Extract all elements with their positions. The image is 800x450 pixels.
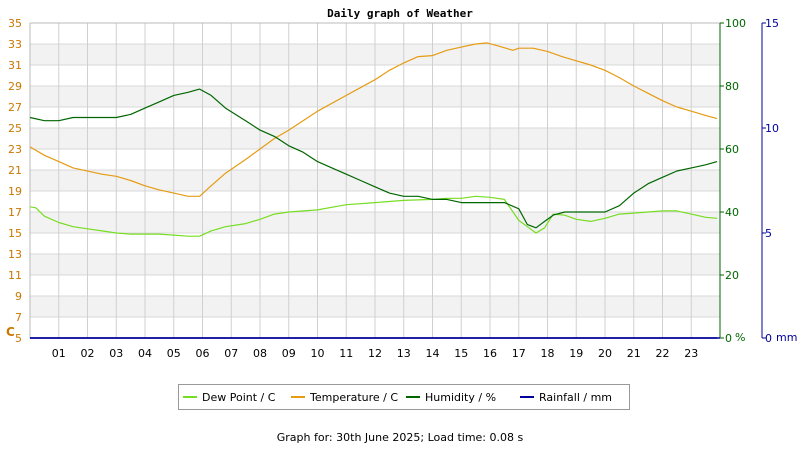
grid-lines bbox=[29, 22, 721, 339]
x-axis-tick-label: 10 bbox=[311, 347, 325, 360]
legend-label-dewpoint: Dew Point / C bbox=[202, 391, 276, 404]
series-dewpoint-line bbox=[29, 195, 718, 237]
x-axis-tick-label: 22 bbox=[656, 347, 670, 360]
mid-axis-tick-label: 60 bbox=[725, 143, 739, 156]
left-axis-tick-label: 27 bbox=[8, 101, 22, 114]
chart-title: Daily graph of Weather bbox=[327, 7, 473, 20]
left-axis-tick-label: 5 bbox=[15, 332, 22, 345]
left-axis-tick-label: 33 bbox=[8, 38, 22, 51]
x-axis-tick-label: 23 bbox=[684, 347, 698, 360]
left-axis-tick-label: 19 bbox=[8, 185, 22, 198]
legend-label-rainfall: Rainfall / mm bbox=[539, 391, 612, 404]
right-axis-tick-label: 15 bbox=[765, 17, 779, 30]
x-axis-tick-label: 20 bbox=[598, 347, 612, 360]
mid-axis-tick-label: 80 bbox=[725, 80, 739, 93]
x-axis-tick-label: 21 bbox=[627, 347, 641, 360]
x-axis-tick-label: 11 bbox=[339, 347, 353, 360]
footer-text: Graph for: 30th June 2025; Load time: 0.… bbox=[276, 431, 524, 444]
legend-label-temperature: Temperature / C bbox=[309, 391, 398, 404]
right-axis-unit: mm bbox=[776, 331, 797, 344]
x-axis-tick-label: 15 bbox=[454, 347, 468, 360]
x-axis-tick-label: 09 bbox=[282, 347, 296, 360]
x-axis-tick-label: 08 bbox=[253, 347, 267, 360]
legend-label-humidity: Humidity / % bbox=[425, 391, 496, 404]
left-axis-tick-label: 23 bbox=[8, 143, 22, 156]
mid-axis-unit: % bbox=[735, 331, 745, 344]
x-axis-tick-label: 17 bbox=[512, 347, 526, 360]
left-axis-tick-label: 9 bbox=[15, 290, 22, 303]
left-axis-tick-label: 15 bbox=[8, 227, 22, 240]
x-axis-tick-label: 13 bbox=[397, 347, 411, 360]
x-axis-tick-label: 14 bbox=[426, 347, 440, 360]
left-axis-tick-label: 17 bbox=[8, 206, 22, 219]
left-axis-tick-label: 7 bbox=[15, 311, 22, 324]
left-axis-tick-label: 21 bbox=[8, 164, 22, 177]
left-axis-tick-label: 13 bbox=[8, 248, 22, 261]
right-axis-tick-label: 5 bbox=[765, 227, 772, 240]
x-axis-tick-label: 07 bbox=[224, 347, 238, 360]
x-axis-tick-label: 18 bbox=[541, 347, 555, 360]
right-axis-tick-label: 10 bbox=[765, 122, 779, 135]
left-axis-tick-label: 31 bbox=[8, 59, 22, 72]
series-humidity-line bbox=[29, 88, 718, 229]
x-axis-tick-label: 04 bbox=[138, 347, 152, 360]
mid-axis-tick-label: 40 bbox=[725, 206, 739, 219]
mid-axis-tick-label: 0 bbox=[725, 332, 732, 345]
x-axis-tick-label: 01 bbox=[52, 347, 66, 360]
x-axis-tick-label: 02 bbox=[81, 347, 95, 360]
legend: Dew Point / C Temperature / C Humidity / %… bbox=[178, 384, 630, 410]
left-axis-tick-label: 11 bbox=[8, 269, 22, 282]
x-axis-tick-label: 06 bbox=[196, 347, 210, 360]
right-axis-tick-label: 0 bbox=[765, 332, 772, 345]
mid-axis-tick-label: 20 bbox=[725, 269, 739, 282]
left-axis-tick-label: 25 bbox=[8, 122, 22, 135]
x-axis-tick-label: 12 bbox=[368, 347, 382, 360]
mid-axis-tick-label: 100 bbox=[725, 17, 746, 30]
x-axis-tick-label: 03 bbox=[109, 347, 123, 360]
x-axis-tick-label: 05 bbox=[167, 347, 181, 360]
left-axis-tick-label: 35 bbox=[8, 17, 22, 30]
x-axis-tick-label: 16 bbox=[483, 347, 497, 360]
x-axis-tick-label: 19 bbox=[569, 347, 583, 360]
left-axis-tick-label: 29 bbox=[8, 80, 22, 93]
left-axis-unit: C bbox=[6, 325, 15, 339]
series-temperature-line bbox=[29, 42, 718, 197]
